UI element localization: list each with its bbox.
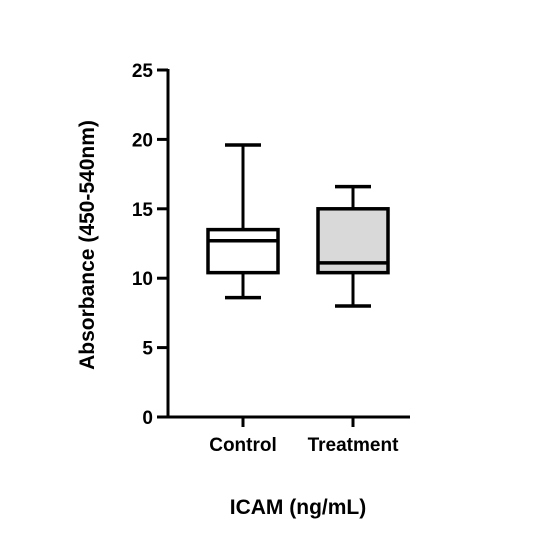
y-tick-label: 0 [142, 408, 153, 429]
y-axis-title: Absorbance (450-540nm) [76, 120, 99, 370]
x-category-label: Treatment [308, 435, 399, 456]
x-category-label: Control [209, 435, 277, 456]
iqr-box [206, 227, 280, 275]
y-tick-label: 25 [132, 61, 154, 82]
y-tick-label: 5 [142, 339, 153, 360]
y-tick-label: 10 [132, 269, 153, 290]
y-tick-label: 15 [132, 200, 154, 221]
plot-area: 0 5 10 15 20 25 Control Treatment [132, 61, 410, 456]
y-tick-label: 20 [132, 130, 153, 151]
x-axis-title: ICAM (ng/mL) [230, 496, 366, 519]
